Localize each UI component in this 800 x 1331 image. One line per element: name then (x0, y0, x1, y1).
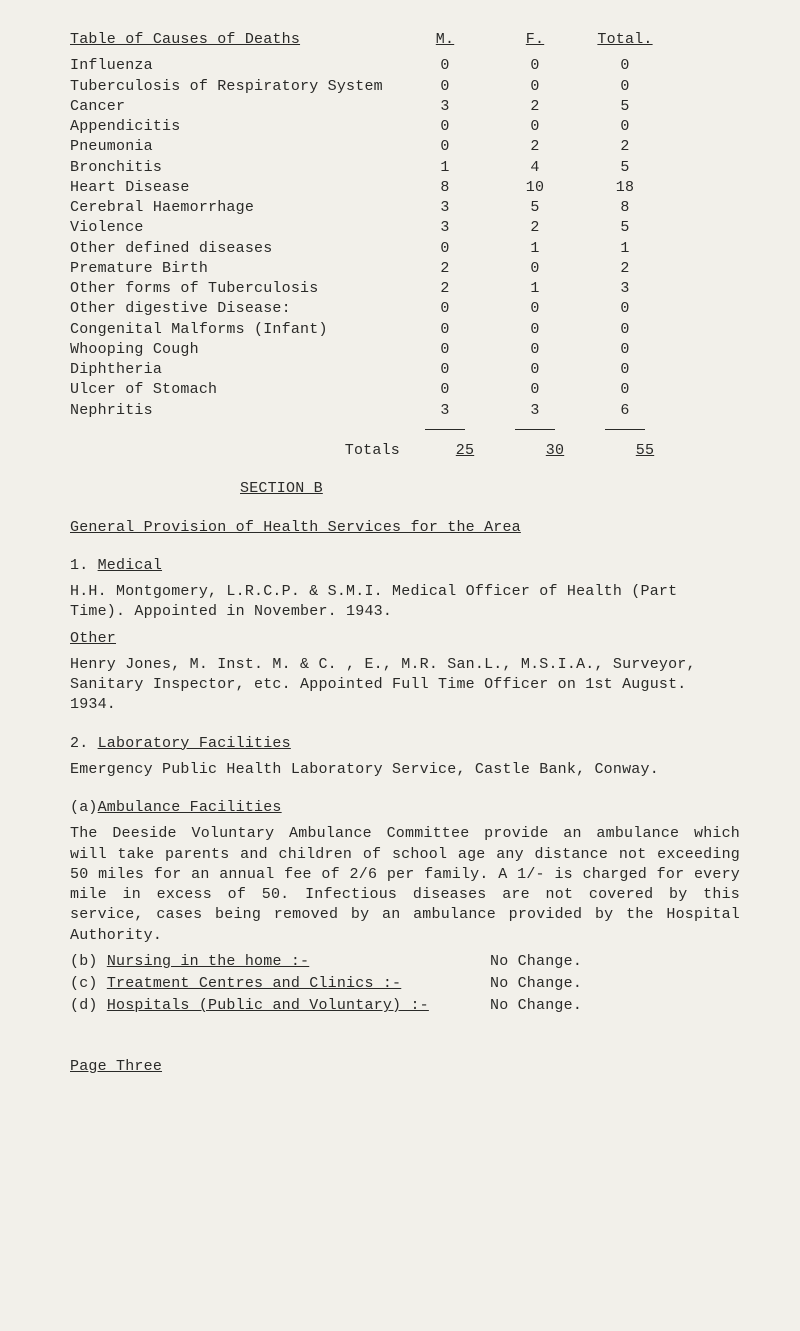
item-1-title: Medical (98, 557, 162, 574)
table-rule (70, 421, 740, 441)
totals-row: Totals 25 30 55 (70, 441, 740, 461)
list-item-c: (c) Treatment Centres and Clinics :- No … (70, 974, 740, 994)
status-text: No Change. (490, 974, 582, 994)
table-row: Premature Birth202 (70, 259, 740, 279)
item-1-number: 1. (70, 557, 88, 574)
table-row: Ulcer of Stomach000 (70, 380, 740, 400)
col-header-t: Total. (580, 30, 670, 50)
treatment-centres-link: Treatment Centres and Clinics :- (107, 975, 401, 992)
col-header-m: M. (400, 30, 490, 50)
table-row: Other digestive Disease:000 (70, 299, 740, 319)
table-row: Nephritis336 (70, 401, 740, 421)
list-item-b: (b) Nursing in the home :- No Change. (70, 952, 740, 972)
laboratory-text: Emergency Public Health Laboratory Servi… (70, 760, 740, 780)
list-item-d: (d) Hospitals (Public and Voluntary) :- … (70, 996, 740, 1016)
table-row: Tuberculosis of Respiratory System000 (70, 77, 740, 97)
table-row: Diphtheria000 (70, 360, 740, 380)
deaths-table: Influenza000 Tuberculosis of Respiratory… (70, 56, 740, 421)
table-row: Influenza000 (70, 56, 740, 76)
status-text: No Change. (490, 952, 582, 972)
hospitals-link: Hospitals (Public and Voluntary) :- (107, 997, 429, 1014)
ambulance-paragraph: The Deeside Voluntary Ambulance Committe… (70, 824, 740, 946)
table-row: Congenital Malforms (Infant)000 (70, 320, 740, 340)
table-row: Bronchitis145 (70, 158, 740, 178)
table-row: Other defined diseases011 (70, 239, 740, 259)
other-officer-text: Henry Jones, M. Inst. M. & C. , E., M.R.… (70, 655, 740, 716)
section-b-heading: SECTION B (240, 480, 323, 497)
table-row: Cerebral Haemorrhage358 (70, 198, 740, 218)
table-row: Other forms of Tuberculosis213 (70, 279, 740, 299)
table-row: Appendicitis000 (70, 117, 740, 137)
page-title: Table of Causes of Deaths (70, 31, 300, 48)
ambulance-heading: (a)(a)Ambulance FacilitiesAmbulance Faci… (70, 799, 282, 816)
table-row: Heart Disease81018 (70, 178, 740, 198)
col-header-f: F. (490, 30, 580, 50)
other-heading: Other (70, 630, 116, 647)
nursing-link: Nursing in the home :- (107, 953, 309, 970)
medical-officer-text: H.H. Montgomery, L.R.C.P. & S.M.I. Medic… (70, 582, 740, 623)
table-row: Pneumonia022 (70, 137, 740, 157)
status-text: No Change. (490, 996, 582, 1016)
page-footer: Page Three (70, 1058, 162, 1075)
table-row: Violence325 (70, 218, 740, 238)
table-row: Whooping Cough000 (70, 340, 740, 360)
table-row: Cancer325 (70, 97, 740, 117)
item-2-number: 2. (70, 735, 88, 752)
general-provision-heading: General Provision of Health Services for… (70, 519, 521, 536)
item-2-title: Laboratory Facilities (98, 735, 291, 752)
